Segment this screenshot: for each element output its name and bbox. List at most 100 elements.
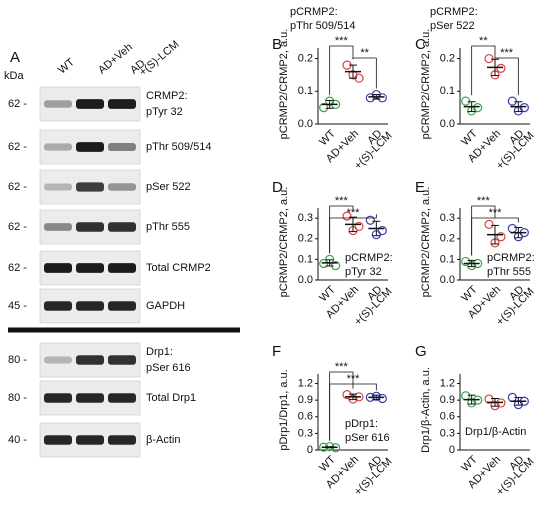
significance-label: *** bbox=[335, 35, 349, 47]
blot-band bbox=[44, 393, 72, 403]
y-tick-label: 0.3 bbox=[298, 212, 313, 224]
significance-label: ** bbox=[479, 35, 488, 47]
y-tick-label: 0.6 bbox=[298, 411, 313, 423]
data-point bbox=[507, 96, 517, 106]
significance-label: *** bbox=[347, 373, 361, 385]
chart-title: Drp1/β-Actin bbox=[465, 426, 526, 438]
blot-band bbox=[44, 435, 72, 445]
data-point bbox=[496, 63, 506, 73]
blot-band bbox=[44, 183, 72, 191]
data-point bbox=[473, 103, 483, 113]
blot-band bbox=[44, 356, 72, 364]
significance-label: *** bbox=[489, 207, 503, 219]
data-point bbox=[496, 232, 506, 242]
y-axis-label: pCRMP2/CRMP2, a.u. bbox=[278, 187, 290, 298]
blot-band bbox=[76, 355, 104, 365]
data-point bbox=[354, 221, 364, 232]
significance-bracket bbox=[329, 45, 354, 96]
blot-band bbox=[44, 223, 72, 231]
significance-label: *** bbox=[477, 195, 491, 207]
blot-band bbox=[76, 301, 104, 311]
panel-letter: F bbox=[272, 343, 281, 360]
y-tick-label: 0 bbox=[449, 444, 455, 456]
y-tick-label: 0.1 bbox=[298, 253, 313, 265]
data-point bbox=[342, 390, 352, 400]
kda-value: 80 - bbox=[8, 354, 27, 366]
blot-band bbox=[44, 143, 72, 151]
row-label: GAPDH bbox=[146, 300, 185, 312]
y-tick-label: 0.2 bbox=[298, 52, 313, 64]
blot-band bbox=[108, 301, 136, 311]
blot-band bbox=[44, 100, 72, 108]
panel-letter: G bbox=[415, 343, 427, 360]
data-point bbox=[484, 219, 494, 229]
y-tick-label: 0.3 bbox=[440, 212, 455, 224]
significance-bracket bbox=[329, 383, 377, 441]
blot-band bbox=[108, 263, 136, 273]
blot-band bbox=[108, 435, 136, 445]
blot-band bbox=[108, 143, 136, 151]
y-tick-label: 0.0 bbox=[298, 274, 313, 286]
y-tick-label: 0.9 bbox=[298, 394, 313, 406]
chart-title: pThr 555 bbox=[487, 266, 531, 278]
blot-band bbox=[44, 263, 72, 273]
data-point bbox=[377, 225, 387, 236]
y-tick-label: 0.2 bbox=[440, 233, 455, 245]
significance-label: *** bbox=[347, 207, 361, 219]
row-label: pSer 522 bbox=[146, 181, 191, 193]
y-tick-label: 0.1 bbox=[440, 85, 455, 97]
blot-band bbox=[44, 301, 72, 311]
kda-value: 62 - bbox=[8, 181, 27, 193]
chart-title: pThr 509/514 bbox=[290, 20, 355, 32]
y-axis-label: pCRMP2/CRMP2, a.u. bbox=[420, 29, 432, 140]
chart-title: pDrp1: bbox=[345, 418, 378, 430]
kda-value: 80 - bbox=[8, 392, 27, 404]
y-tick-label: 0.3 bbox=[298, 427, 313, 439]
significance-label: *** bbox=[335, 195, 349, 207]
significance-bracket bbox=[329, 214, 377, 254]
row-label: Drp1: bbox=[146, 346, 173, 358]
data-point bbox=[461, 96, 471, 106]
blot-band bbox=[76, 182, 104, 192]
data-point bbox=[342, 211, 352, 221]
significance-bracket bbox=[352, 57, 377, 89]
kda-value: 62 - bbox=[8, 98, 27, 110]
blot-band bbox=[76, 435, 104, 445]
blot-band bbox=[108, 355, 136, 365]
data-point bbox=[377, 93, 387, 103]
row-label: CRMP2: bbox=[146, 90, 188, 102]
chart-title: pCRMP2: bbox=[487, 252, 535, 264]
chart-title: pSer 616 bbox=[345, 432, 390, 444]
kda-value: 45 - bbox=[8, 300, 27, 312]
blot-band bbox=[108, 183, 136, 191]
blot-band bbox=[108, 393, 136, 403]
y-axis-label: Drp1/β-Actin, a.u. bbox=[420, 367, 432, 453]
y-tick-label: 1.2 bbox=[298, 377, 313, 389]
y-tick-label: 0.0 bbox=[440, 274, 455, 286]
row-label: pTyr 32 bbox=[146, 106, 183, 118]
chart-title: pCRMP2: bbox=[345, 252, 393, 264]
y-tick-label: 0.0 bbox=[298, 118, 313, 130]
row-label: pThr 555 bbox=[146, 221, 190, 233]
kda-value: 40 - bbox=[8, 434, 27, 446]
panel-letter: C bbox=[415, 36, 426, 53]
kda-label: kDa bbox=[4, 70, 24, 82]
row-label: pThr 509/514 bbox=[146, 141, 211, 153]
y-tick-label: 0.2 bbox=[298, 233, 313, 245]
blot-band bbox=[108, 99, 136, 109]
panel-letter: A bbox=[10, 49, 20, 66]
blot-band bbox=[108, 222, 136, 232]
significance-bracket bbox=[471, 217, 519, 256]
panel-letter: D bbox=[272, 179, 283, 196]
kda-value: 62 - bbox=[8, 141, 27, 153]
significance-bracket bbox=[471, 45, 496, 96]
panel-letter: E bbox=[415, 179, 425, 196]
y-axis-label: pCRMP2/CRMP2, a.u. bbox=[278, 29, 290, 140]
data-point bbox=[519, 103, 529, 113]
y-tick-label: 0.0 bbox=[440, 118, 455, 130]
y-tick-label: 1.2 bbox=[440, 377, 455, 389]
panel-letter: B bbox=[272, 36, 282, 53]
y-axis-label: pCRMP2/CRMP2, a.u. bbox=[420, 187, 432, 298]
row-label: pSer 616 bbox=[146, 362, 191, 374]
